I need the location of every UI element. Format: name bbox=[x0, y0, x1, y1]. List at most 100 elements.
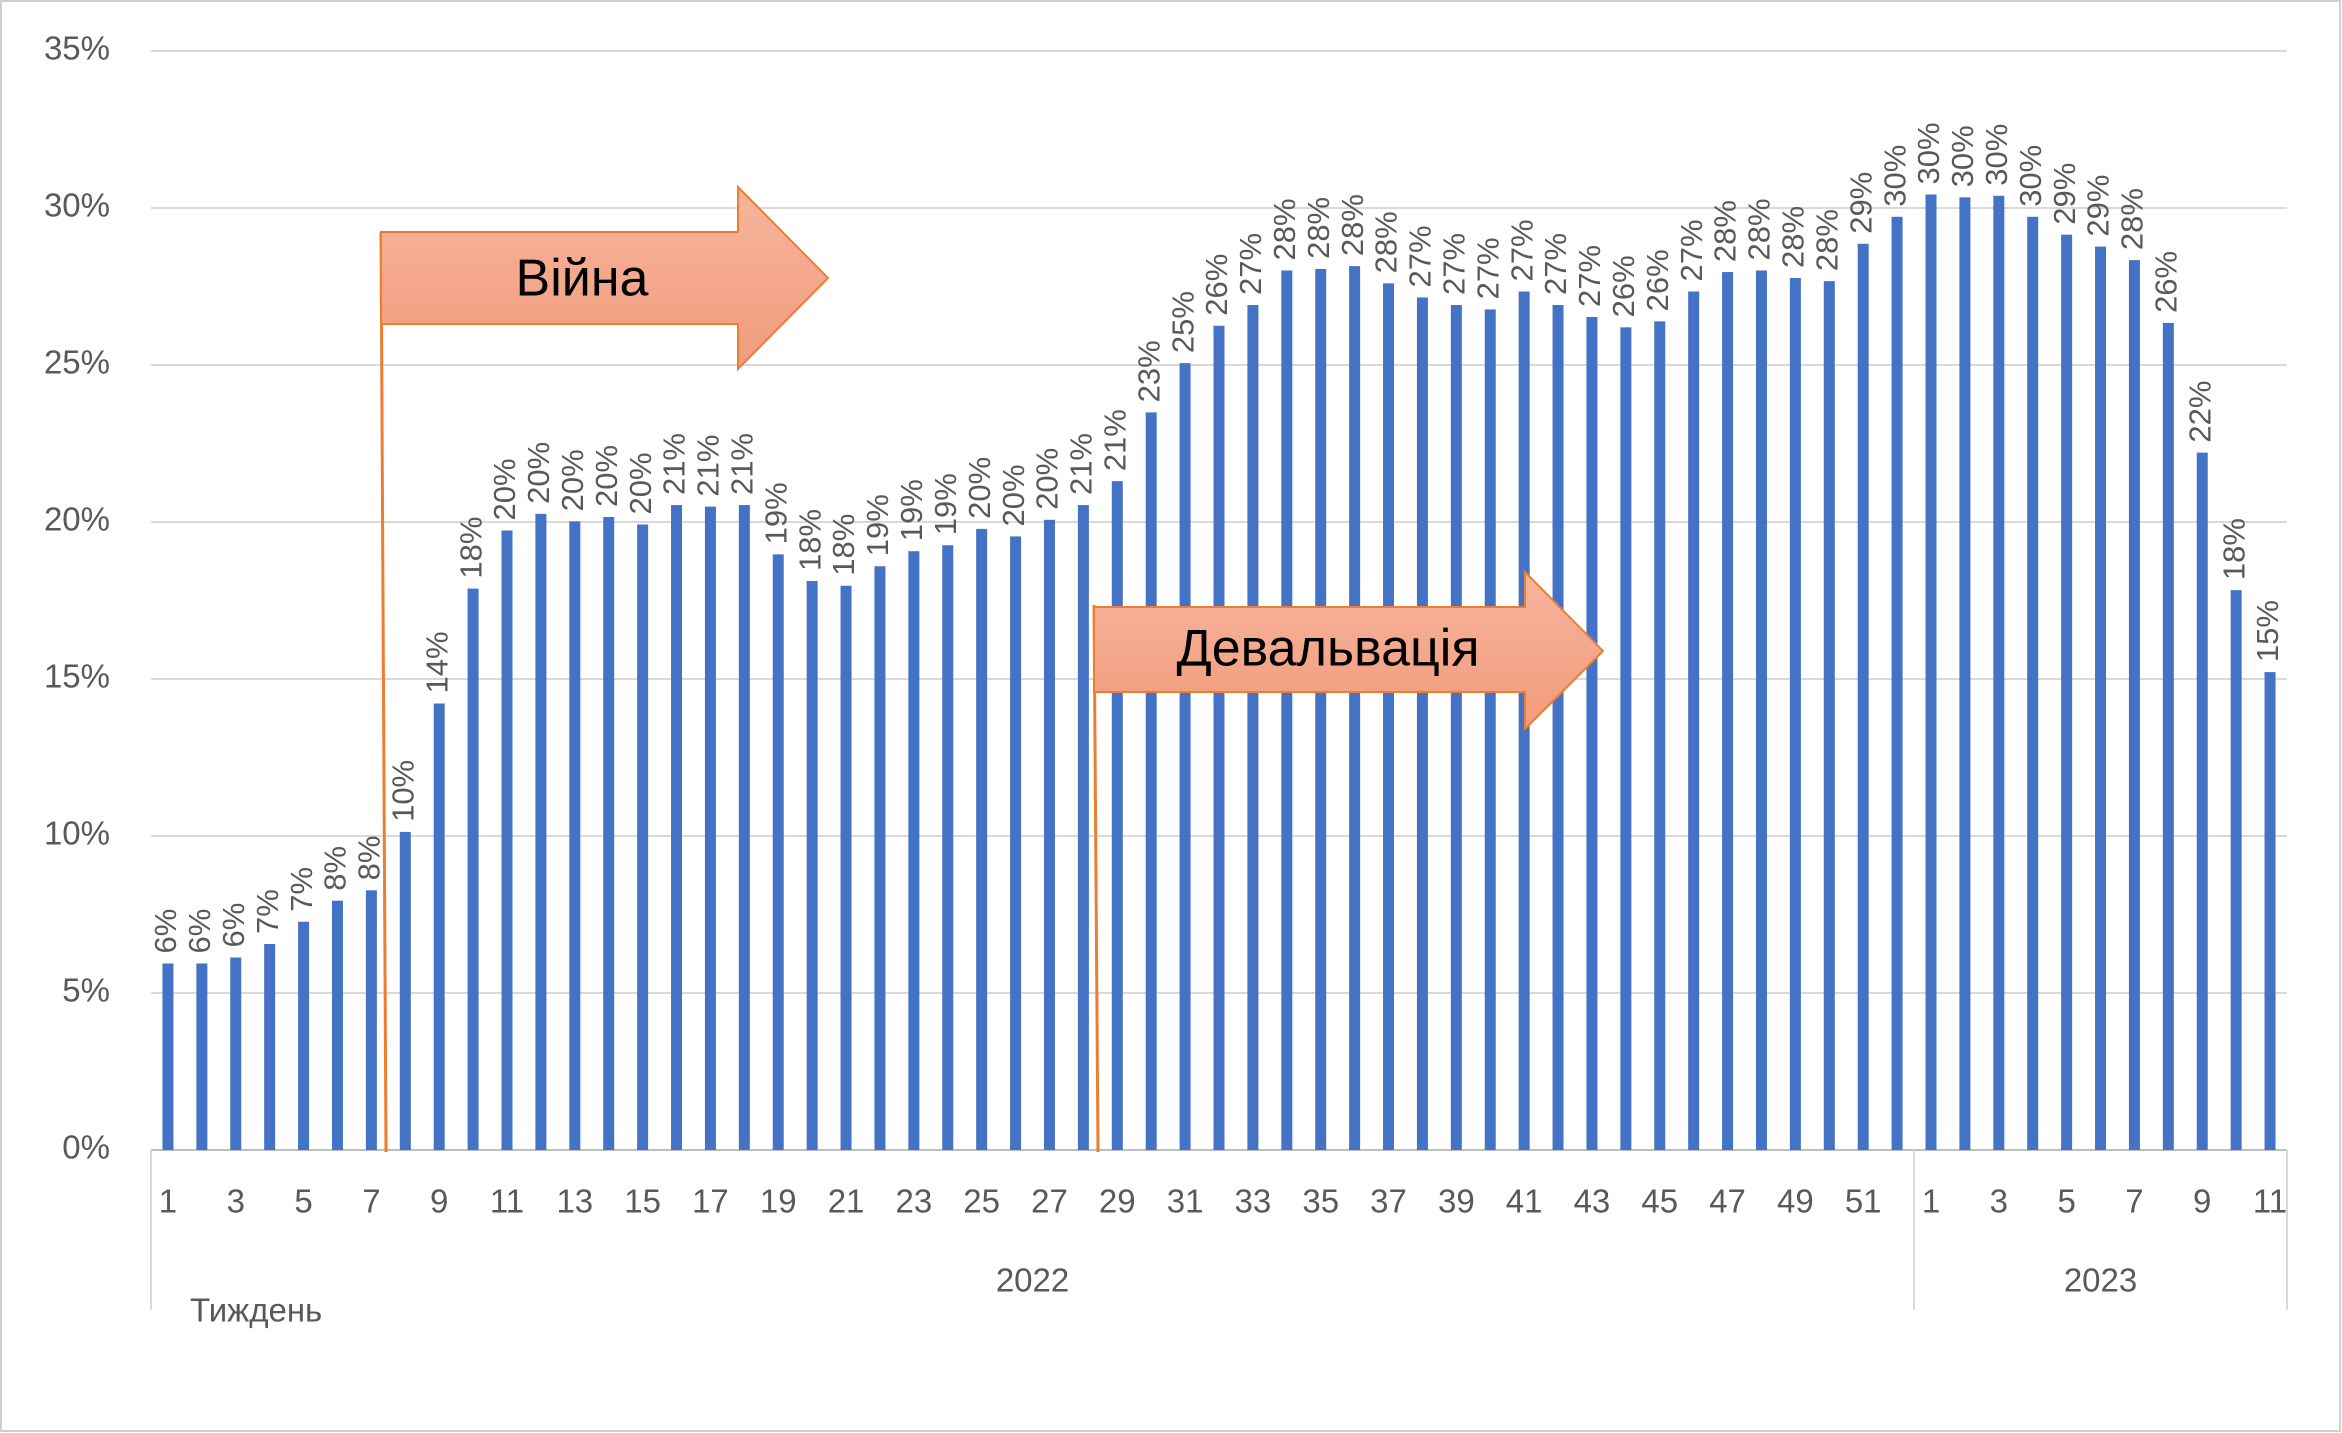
x-tick-label: 35 bbox=[1302, 1183, 1339, 1220]
bar bbox=[908, 551, 920, 1150]
data-label: 28% bbox=[1335, 194, 1370, 256]
x-tick-label: 41 bbox=[1506, 1183, 1543, 1220]
bar bbox=[1450, 305, 1462, 1150]
bar bbox=[2230, 590, 2242, 1150]
data-label: 27% bbox=[1470, 237, 1505, 299]
data-label: 27% bbox=[1233, 233, 1268, 295]
data-label: 20% bbox=[1030, 448, 1065, 510]
bar bbox=[535, 513, 547, 1150]
data-label: 21% bbox=[1064, 433, 1099, 495]
bar bbox=[1688, 291, 1700, 1150]
group-label: 2022 bbox=[996, 1262, 1069, 1299]
data-label: 18% bbox=[792, 509, 827, 571]
bar bbox=[569, 521, 581, 1150]
data-label: 19% bbox=[758, 482, 793, 544]
data-label: 29% bbox=[2047, 163, 2082, 225]
bar bbox=[2264, 672, 2276, 1150]
x-tick-label: 37 bbox=[1370, 1183, 1407, 1220]
x-tick-label: 1 bbox=[1922, 1183, 1940, 1220]
bar bbox=[399, 831, 411, 1150]
bar bbox=[1755, 270, 1767, 1151]
x-tick-label: 3 bbox=[1990, 1183, 2008, 1220]
x-tick-label: 51 bbox=[1845, 1183, 1882, 1220]
y-tick-label: 10% bbox=[44, 815, 110, 852]
data-label: 27% bbox=[1674, 219, 1709, 281]
x-tick-label: 1 bbox=[159, 1183, 177, 1220]
data-label: 26% bbox=[1640, 249, 1675, 311]
bar bbox=[1179, 363, 1191, 1151]
data-label: 28% bbox=[1742, 198, 1777, 260]
x-tick-label: 27 bbox=[1031, 1183, 1068, 1220]
bar bbox=[1586, 316, 1598, 1150]
data-label: 27% bbox=[1504, 219, 1539, 281]
data-label: 20% bbox=[996, 464, 1031, 526]
data-label: 26% bbox=[1606, 255, 1641, 317]
x-tick-label: 43 bbox=[1574, 1183, 1611, 1220]
war-line bbox=[379, 231, 388, 1153]
bar bbox=[704, 506, 716, 1150]
data-label: 20% bbox=[962, 457, 997, 519]
data-label: 28% bbox=[2115, 188, 2150, 250]
data-label: 28% bbox=[1809, 209, 1844, 271]
y-tick-label: 25% bbox=[44, 344, 110, 381]
data-label: 8% bbox=[318, 846, 353, 891]
data-label: 6% bbox=[216, 903, 251, 948]
bar bbox=[738, 505, 750, 1150]
x-tick-label: 49 bbox=[1777, 1183, 1814, 1220]
y-tick-label: 30% bbox=[44, 187, 110, 224]
bar bbox=[1416, 297, 1428, 1150]
devaluation-line bbox=[1092, 604, 1100, 1153]
x-tick-label: 45 bbox=[1641, 1183, 1678, 1220]
group-label: 2023 bbox=[2064, 1262, 2137, 1299]
bar bbox=[196, 963, 208, 1150]
bar bbox=[2162, 322, 2174, 1150]
bar bbox=[1213, 325, 1225, 1150]
x-tick-label: 39 bbox=[1438, 1183, 1475, 1220]
war-label: Війна bbox=[516, 250, 649, 308]
bar bbox=[1722, 272, 1734, 1150]
x-tick-label: 15 bbox=[624, 1183, 661, 1220]
bar bbox=[1043, 519, 1055, 1150]
bar bbox=[840, 585, 852, 1150]
y-tick-label: 20% bbox=[44, 501, 110, 538]
data-label: 19% bbox=[894, 479, 929, 541]
bar bbox=[806, 581, 818, 1150]
bar bbox=[433, 703, 445, 1150]
data-label: 28% bbox=[1267, 198, 1302, 260]
devaluation-arrow bbox=[1093, 569, 1605, 732]
data-label: 27% bbox=[1437, 233, 1472, 295]
x-tick-label: 5 bbox=[2057, 1183, 2075, 1220]
x-tick-label: 11 bbox=[2253, 1183, 2287, 1220]
x-tick-label: 31 bbox=[1167, 1183, 1204, 1220]
x-tick-label: 5 bbox=[294, 1183, 312, 1220]
x-tick-label: 17 bbox=[692, 1183, 729, 1220]
bar bbox=[942, 545, 954, 1150]
data-label: 26% bbox=[2149, 251, 2184, 313]
x-axis-title: Тиждень bbox=[190, 1292, 322, 1329]
bar bbox=[1281, 270, 1293, 1151]
x-tick-label: 13 bbox=[556, 1183, 593, 1220]
data-label: 21% bbox=[1097, 409, 1132, 471]
data-label: 18% bbox=[826, 514, 861, 576]
bar bbox=[1315, 268, 1327, 1150]
bar bbox=[976, 528, 988, 1150]
bar bbox=[772, 554, 784, 1150]
bar bbox=[2095, 246, 2107, 1150]
x-tick-label: 29 bbox=[1099, 1183, 1136, 1220]
data-label: 30% bbox=[1979, 124, 2014, 186]
bar bbox=[2061, 234, 2073, 1150]
data-label: 19% bbox=[860, 494, 895, 556]
x-tick-label: 25 bbox=[963, 1183, 1000, 1220]
x-tick-label: 7 bbox=[362, 1183, 380, 1220]
bar bbox=[1925, 194, 1937, 1151]
data-label: 30% bbox=[1945, 125, 1980, 187]
bar bbox=[1010, 536, 1022, 1150]
data-label: 7% bbox=[284, 867, 319, 912]
bar bbox=[1993, 195, 2005, 1150]
devaluation-label: Девальвація bbox=[1177, 620, 1480, 678]
data-label: 20% bbox=[521, 442, 556, 504]
data-label: 21% bbox=[657, 433, 692, 495]
x-tick-label: 11 bbox=[490, 1183, 524, 1220]
data-label: 18% bbox=[453, 517, 488, 579]
